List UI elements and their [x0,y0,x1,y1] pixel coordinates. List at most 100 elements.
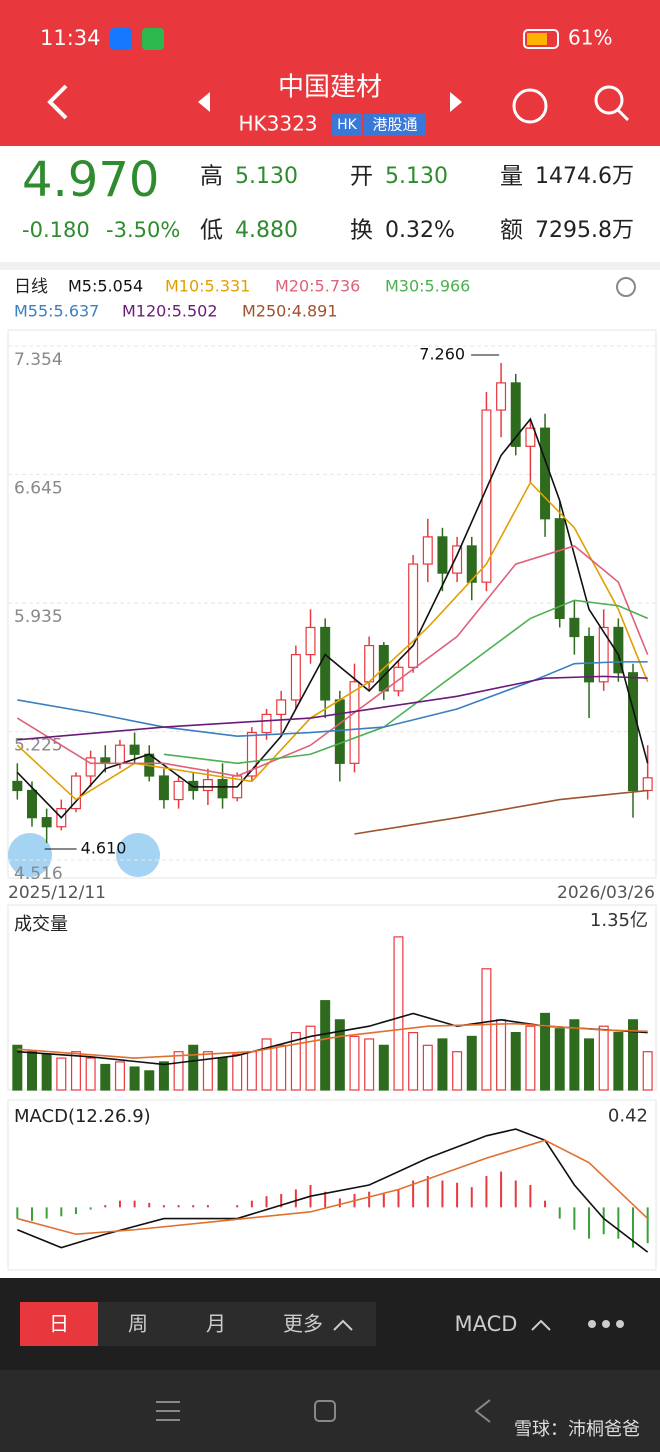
candle-body [349,681,360,764]
volume-bar [114,1061,125,1091]
stat-label: 开 [350,164,373,190]
tab-active[interactable] [20,1302,98,1346]
line-series [17,675,648,741]
robot-icon[interactable] [512,88,548,124]
volume-bar [232,1053,243,1091]
nav-back[interactable] [474,1399,491,1423]
volume-bar [569,1019,580,1091]
candle-body [246,731,257,777]
y-tick-label: 5.225 [14,736,63,756]
candle-body [129,744,140,755]
app-icon [142,28,164,50]
menu-button[interactable] [156,1401,180,1421]
candle-body [290,654,301,701]
market-badge [332,114,362,136]
volume-bar [422,1044,433,1091]
candle-body [642,777,653,792]
volume-bar [217,1057,228,1091]
volume-bar [70,1051,81,1091]
candle-body [320,626,331,701]
more-button[interactable] [588,1320,624,1328]
candle-body [510,382,521,447]
nav-bar [0,1370,660,1452]
candle-body [70,775,81,810]
y-tick-label: 5.935 [14,607,63,627]
collapse-button[interactable] [8,833,52,877]
back-button[interactable] [47,84,68,120]
candle-body [437,536,448,574]
annotation: 7.260 [419,344,465,363]
y-tick-label: 6.645 [14,478,63,498]
volume-bar [173,1051,184,1091]
candle-body [628,672,639,792]
candle-body [217,779,228,799]
candle-body [114,744,125,764]
tab[interactable]: 周 [128,1312,148,1336]
macd-title: MACD(12.26.9) [14,1106,151,1127]
y-tick-label: 7.354 [14,350,63,370]
macd-frame [7,1099,657,1271]
candle-body [202,779,213,792]
volume-bar [158,1061,169,1091]
volume-bar [481,968,492,1091]
volume-bar [525,1025,536,1091]
candle-body [481,409,492,583]
tab[interactable]: 日 [49,1312,69,1336]
candle-body [12,780,23,792]
search-icon[interactable] [616,108,630,122]
volume-bar [613,1031,624,1091]
stat-value: 7295.8万 [535,218,634,243]
change: -0.180 [22,218,90,242]
volume-bar [598,1025,609,1091]
stat-value: 0.32% [385,218,455,243]
volume-bar [540,1012,551,1091]
candle-body [26,789,37,819]
candle-body [173,780,184,801]
candle-body [364,644,375,683]
line-series [163,599,648,765]
candle-body [540,427,551,520]
tab[interactable]: 月 [206,1312,226,1336]
battery-level [527,33,547,45]
legend-entry: M5:5.054 [68,277,143,296]
candle-body [613,626,624,674]
volume-bar [349,1035,360,1091]
candle-body [569,617,580,638]
volume-bar [642,1051,653,1091]
volume-bar [584,1038,595,1091]
line-series [17,1139,649,1236]
search-icon[interactable] [594,85,624,115]
candle-body [276,699,287,716]
candle-body [305,626,316,656]
settings-icon[interactable] [616,277,636,297]
volume-frame [7,904,657,1091]
legend-entry: M30:5.966 [385,277,470,296]
chart-title: 日线 [14,277,48,297]
y-tick-label: 0.42 [608,1105,648,1126]
candle-body [584,635,595,683]
app-icon [110,28,132,50]
candle-body [41,817,52,828]
volume-bar [276,1044,287,1091]
line-series [16,417,649,819]
stat-label: 量 [500,164,523,190]
legend-entry: M120:5.502 [122,302,218,321]
next-stock[interactable] [450,92,462,112]
x-end: 2026/03/26 [557,883,655,903]
tab[interactable]: 更多 [283,1312,323,1336]
stat-label: 额 [500,218,523,244]
x-start: 2025/12/11 [8,883,106,903]
stat-label: 低 [200,218,223,244]
legend-entry: M55:5.637 [14,302,99,321]
annotation: 4.610 [81,839,127,858]
home-button[interactable] [314,1400,336,1422]
candle-body [598,626,609,683]
expand-button[interactable] [116,833,160,877]
indicator-tab[interactable]: MACD [455,1312,518,1336]
line-series [17,661,648,737]
battery-icon [523,29,559,49]
prev-stock[interactable] [198,92,210,112]
stat-value: 5.130 [235,164,298,189]
volume-bar [496,1019,507,1091]
candle-body [158,775,169,801]
